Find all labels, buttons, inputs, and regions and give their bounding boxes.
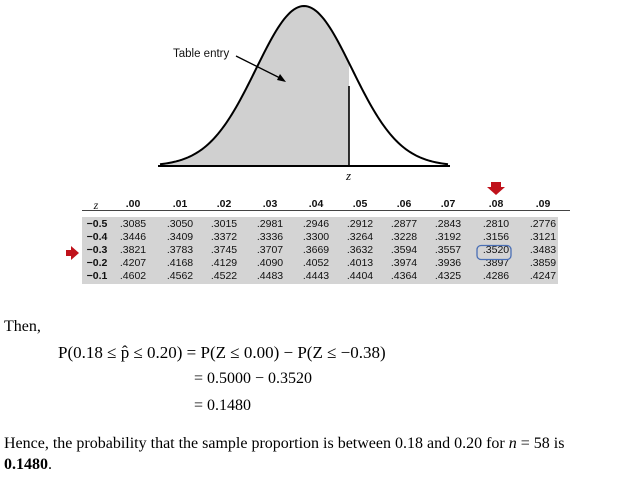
- conclusion-answer-line: 0.1480.: [4, 456, 52, 474]
- table-cell: .4168: [166, 257, 194, 269]
- table-body-shading: [82, 217, 558, 284]
- shaded-area: [160, 6, 349, 166]
- z-column-header: z: [93, 198, 99, 212]
- row-z-value: −0.2: [86, 257, 108, 269]
- table-cell: .3300: [302, 231, 330, 243]
- table-cell: .4483: [256, 270, 284, 282]
- column-header: .01: [172, 198, 188, 210]
- row-z-value: −0.5: [86, 218, 108, 230]
- table-cell: .3669: [302, 244, 330, 256]
- table-entry-label: Table entry: [173, 48, 230, 60]
- table-cell: .4522: [210, 270, 238, 282]
- conclusion-mid: = 58 is: [516, 435, 565, 452]
- table-cell: .4207: [119, 257, 147, 269]
- row-z-value: −0.3: [86, 244, 108, 256]
- z-axis-label: z: [345, 168, 351, 183]
- table-cell: .4443: [302, 270, 330, 282]
- table-cell: .3050: [166, 218, 194, 230]
- conclusion-text: Hence, the probability that the sample p…: [4, 435, 564, 453]
- table-cell: .3156: [482, 231, 510, 243]
- conclusion-end: .: [48, 456, 52, 473]
- table-cell: .4013: [346, 257, 374, 269]
- table-cell: .4286: [482, 270, 510, 282]
- column-header: .02: [216, 198, 232, 210]
- table-cell: .4364: [390, 270, 418, 282]
- table-cell: .2981: [256, 218, 284, 230]
- table-entry-pointer: [235, 55, 283, 80]
- conclusion-prefix: Hence, the probability that the sample p…: [4, 435, 509, 452]
- equation-step-2: = 0.5000 − 0.3520: [194, 370, 313, 387]
- highlighted-cell-box: [476, 244, 512, 261]
- table-cell: .2877: [390, 218, 418, 230]
- table-header-rule: [82, 210, 570, 211]
- row-z-value: −0.1: [86, 270, 108, 282]
- column-header: .04: [308, 198, 324, 210]
- row-arrow-icon: [66, 246, 79, 260]
- table-cell: .3121: [529, 231, 557, 243]
- table-cell: .4602: [119, 270, 147, 282]
- table-cell: .2843: [434, 218, 462, 230]
- column-arrow-icon: [487, 182, 505, 195]
- column-header: .05: [352, 198, 368, 210]
- table-cell: .4404: [346, 270, 374, 282]
- column-header: .09: [535, 198, 551, 210]
- table-cell: .3821: [119, 244, 147, 256]
- table-cell: .4325: [434, 270, 462, 282]
- table-cell: .3264: [346, 231, 374, 243]
- table-cell: .3974: [390, 257, 418, 269]
- conclusion-n: n: [508, 435, 517, 452]
- table-cell: .3783: [166, 244, 194, 256]
- table-cell: .3446: [119, 231, 147, 243]
- table-cell: .2776: [529, 218, 557, 230]
- normal-curve-figure: Table entry z: [158, 4, 450, 183]
- then-text: Then,: [4, 318, 41, 335]
- table-cell: .3372: [210, 231, 238, 243]
- table-cell: .3336: [256, 231, 284, 243]
- table-cell: .3632: [346, 244, 374, 256]
- table-cell: .4052: [302, 257, 330, 269]
- column-header: .00: [125, 198, 141, 210]
- table-cell: .2946: [302, 218, 330, 230]
- column-header: .06: [396, 198, 412, 210]
- table-cell: .3745: [210, 244, 238, 256]
- table-cell: .4247: [529, 270, 557, 282]
- table-cell: .3085: [119, 218, 147, 230]
- equation-step-3: = 0.1480: [194, 397, 252, 414]
- table-cell: .3520: [482, 244, 510, 256]
- normal-curve: [159, 4, 449, 166]
- table-cell: .4090: [256, 257, 284, 269]
- table-cell: .2810: [482, 218, 510, 230]
- pointer-arrowhead-icon: [277, 74, 286, 82]
- table-cell: .3192: [434, 231, 462, 243]
- probability-equation: P(0.18 ≤ p̂ ≤ 0.20) = P(Z ≤ 0.00) − P(Z …: [58, 343, 386, 362]
- final-answer: 0.1480: [4, 456, 48, 473]
- table-cell: .3859: [529, 257, 557, 269]
- table-cell: .3936: [434, 257, 462, 269]
- table-cell: .3707: [256, 244, 284, 256]
- table-cell: .4562: [166, 270, 194, 282]
- table-cell: .3409: [166, 231, 194, 243]
- column-header: .03: [262, 198, 278, 210]
- table-cell: .3228: [390, 231, 418, 243]
- row-z-value: −0.4: [86, 231, 108, 243]
- table-cell: .3015: [210, 218, 238, 230]
- table-cell: .3594: [390, 244, 418, 256]
- column-header: .07: [440, 198, 456, 210]
- table-cell: .3557: [434, 244, 462, 256]
- table-cell: .2912: [346, 218, 374, 230]
- table-cell: .3483: [529, 244, 557, 256]
- column-header: .08: [488, 198, 504, 210]
- table-cell: .4129: [210, 257, 238, 269]
